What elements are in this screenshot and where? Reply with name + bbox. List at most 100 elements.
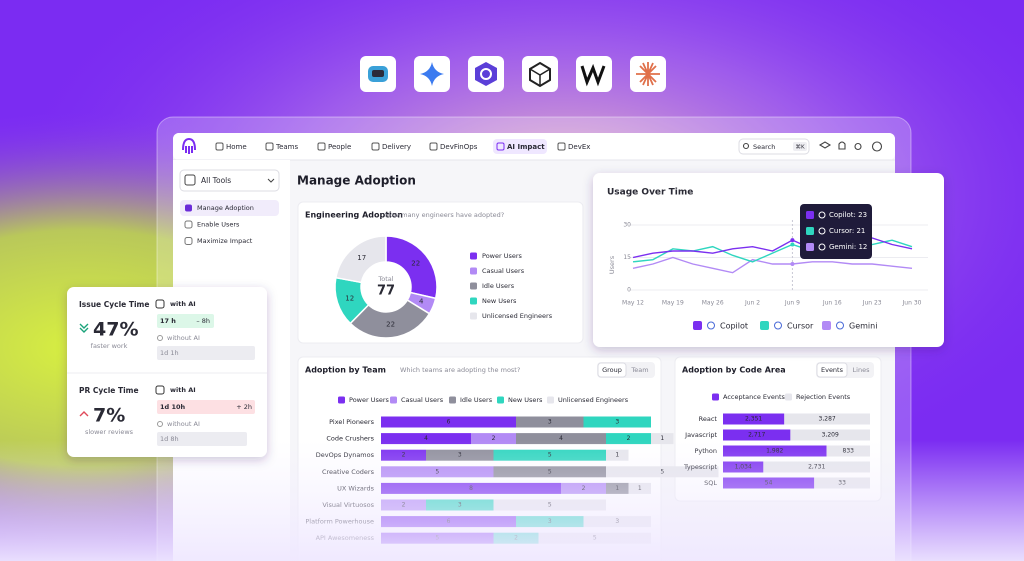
icon-shape bbox=[475, 62, 497, 86]
tooltip bbox=[800, 204, 872, 259]
legend-swatch bbox=[470, 252, 477, 260]
segment-label: 1 bbox=[660, 435, 664, 442]
icon-shape bbox=[580, 63, 606, 87]
nav-item[interactable]: DevFinOps bbox=[440, 143, 478, 151]
hover-point bbox=[790, 242, 795, 247]
segment-label: 2 bbox=[492, 435, 496, 442]
row-label: Javascript bbox=[684, 431, 717, 439]
nav-item[interactable]: Home bbox=[226, 143, 247, 151]
toggle[interactable]: Team bbox=[630, 366, 648, 374]
card-title: Adoption by Team bbox=[305, 366, 386, 375]
legend-swatch bbox=[760, 321, 769, 330]
toggle-active[interactable] bbox=[816, 362, 848, 378]
bar-segment bbox=[516, 416, 584, 428]
row-label: Pixel Pioneers bbox=[329, 418, 374, 426]
row-label: React bbox=[699, 415, 718, 423]
donut-segment bbox=[385, 235, 438, 300]
x-tick-label: Jun 30 bbox=[902, 300, 922, 307]
toolbar-icons bbox=[742, 141, 883, 152]
nav-item[interactable]: People bbox=[328, 143, 351, 151]
legend-label: New Users bbox=[508, 396, 543, 404]
x-tick-label: Jun 9 bbox=[784, 300, 800, 307]
change-value: 47% bbox=[93, 319, 138, 341]
bar-segment bbox=[583, 416, 651, 428]
change-caption: slower reviews bbox=[85, 428, 134, 436]
trend-icon bbox=[79, 323, 89, 333]
tooltip-label: Gemini: 12 bbox=[829, 243, 867, 251]
bar-segment bbox=[381, 433, 471, 445]
nav-item[interactable]: Delivery bbox=[382, 143, 411, 151]
legend-swatch bbox=[822, 321, 831, 330]
segment-label: 4 bbox=[424, 435, 428, 442]
tooltip-swatch bbox=[806, 211, 814, 219]
x-tick-label: May 26 bbox=[702, 300, 724, 307]
bottom-fade bbox=[0, 440, 1024, 561]
tooltip-swatch bbox=[806, 227, 814, 235]
legend-swatch bbox=[390, 396, 397, 404]
tooltip-label: Copilot: 23 bbox=[829, 211, 867, 219]
line-series bbox=[632, 256, 913, 274]
delta: + 2h bbox=[236, 403, 252, 411]
donut-segment bbox=[349, 299, 431, 339]
sidebar-item[interactable]: Manage Adoption bbox=[197, 204, 254, 212]
donut-segment bbox=[334, 235, 387, 284]
segment-label: 2 bbox=[627, 435, 631, 442]
toggle[interactable]: Events bbox=[821, 366, 844, 374]
segment-label: 3 bbox=[615, 419, 619, 426]
legend-swatch bbox=[470, 297, 477, 305]
search-box[interactable] bbox=[738, 138, 810, 155]
sidebar-item[interactable]: Maximize Impact bbox=[197, 237, 253, 245]
tool-selector[interactable] bbox=[179, 169, 280, 192]
tooltip-label: Cursor: 21 bbox=[829, 227, 865, 235]
with-ai-label: with AI bbox=[170, 300, 196, 308]
tool-icon bbox=[522, 56, 558, 92]
nav-item[interactable]: AI Impact bbox=[507, 143, 545, 151]
nav-active bbox=[493, 139, 547, 154]
legend-label: Gemini bbox=[849, 322, 877, 331]
change-caption: faster work bbox=[91, 342, 128, 350]
without-ai-value: 1d 1h bbox=[160, 349, 179, 357]
segment-label: 4 bbox=[559, 435, 563, 442]
selector-icon bbox=[184, 174, 196, 186]
legend-label: New Users bbox=[482, 297, 517, 305]
with-ai-bar bbox=[157, 400, 255, 414]
y-tick-label: 0 bbox=[627, 287, 631, 294]
tool-icons bbox=[360, 56, 666, 92]
tooltip-swatch bbox=[806, 243, 814, 251]
legend-swatch bbox=[497, 396, 504, 404]
nav-item[interactable]: DevEx bbox=[568, 143, 590, 151]
legend-icon bbox=[707, 321, 715, 330]
selector-label[interactable]: All Tools bbox=[201, 176, 231, 185]
segment-label: 3,287 bbox=[819, 416, 836, 423]
toggle[interactable]: Lines bbox=[853, 366, 871, 374]
toggle-active[interactable] bbox=[597, 362, 627, 378]
search-label[interactable]: Search bbox=[753, 143, 775, 151]
x-tick-label: May 19 bbox=[662, 300, 684, 307]
tooltip-icon bbox=[818, 243, 826, 251]
sidebar-icon bbox=[184, 237, 193, 245]
x-tick-label: Jun 2 bbox=[744, 300, 760, 307]
legend-label: Acceptance Events bbox=[723, 393, 786, 401]
without-ai-label: without AI bbox=[167, 420, 200, 428]
bar-segment bbox=[790, 429, 870, 441]
nav-item[interactable]: Teams bbox=[275, 143, 299, 151]
nav-icon bbox=[496, 142, 505, 151]
sidebar-item[interactable]: Enable Users bbox=[197, 221, 240, 229]
bar-segment bbox=[723, 413, 785, 425]
legend-label: Rejection Events bbox=[796, 393, 851, 401]
legend-label: Unlicensed Engineers bbox=[482, 312, 553, 320]
row-label: Code Crushers bbox=[326, 435, 374, 443]
legend-swatch bbox=[712, 393, 719, 401]
ai-icon bbox=[155, 299, 165, 309]
toggle[interactable]: Group bbox=[602, 366, 622, 374]
total-value: 77 bbox=[377, 284, 395, 299]
legend-label: Idle Users bbox=[482, 282, 515, 290]
segment-label: 12 bbox=[345, 294, 354, 302]
legend-label: Unlicensed Engineers bbox=[558, 396, 629, 404]
tooltip-icon bbox=[818, 227, 826, 235]
chevron bbox=[267, 178, 275, 183]
legend-label: Power Users bbox=[482, 252, 523, 260]
nav-icon bbox=[429, 142, 438, 151]
segment-label: 3 bbox=[548, 419, 552, 426]
sidebar-active bbox=[180, 200, 279, 216]
